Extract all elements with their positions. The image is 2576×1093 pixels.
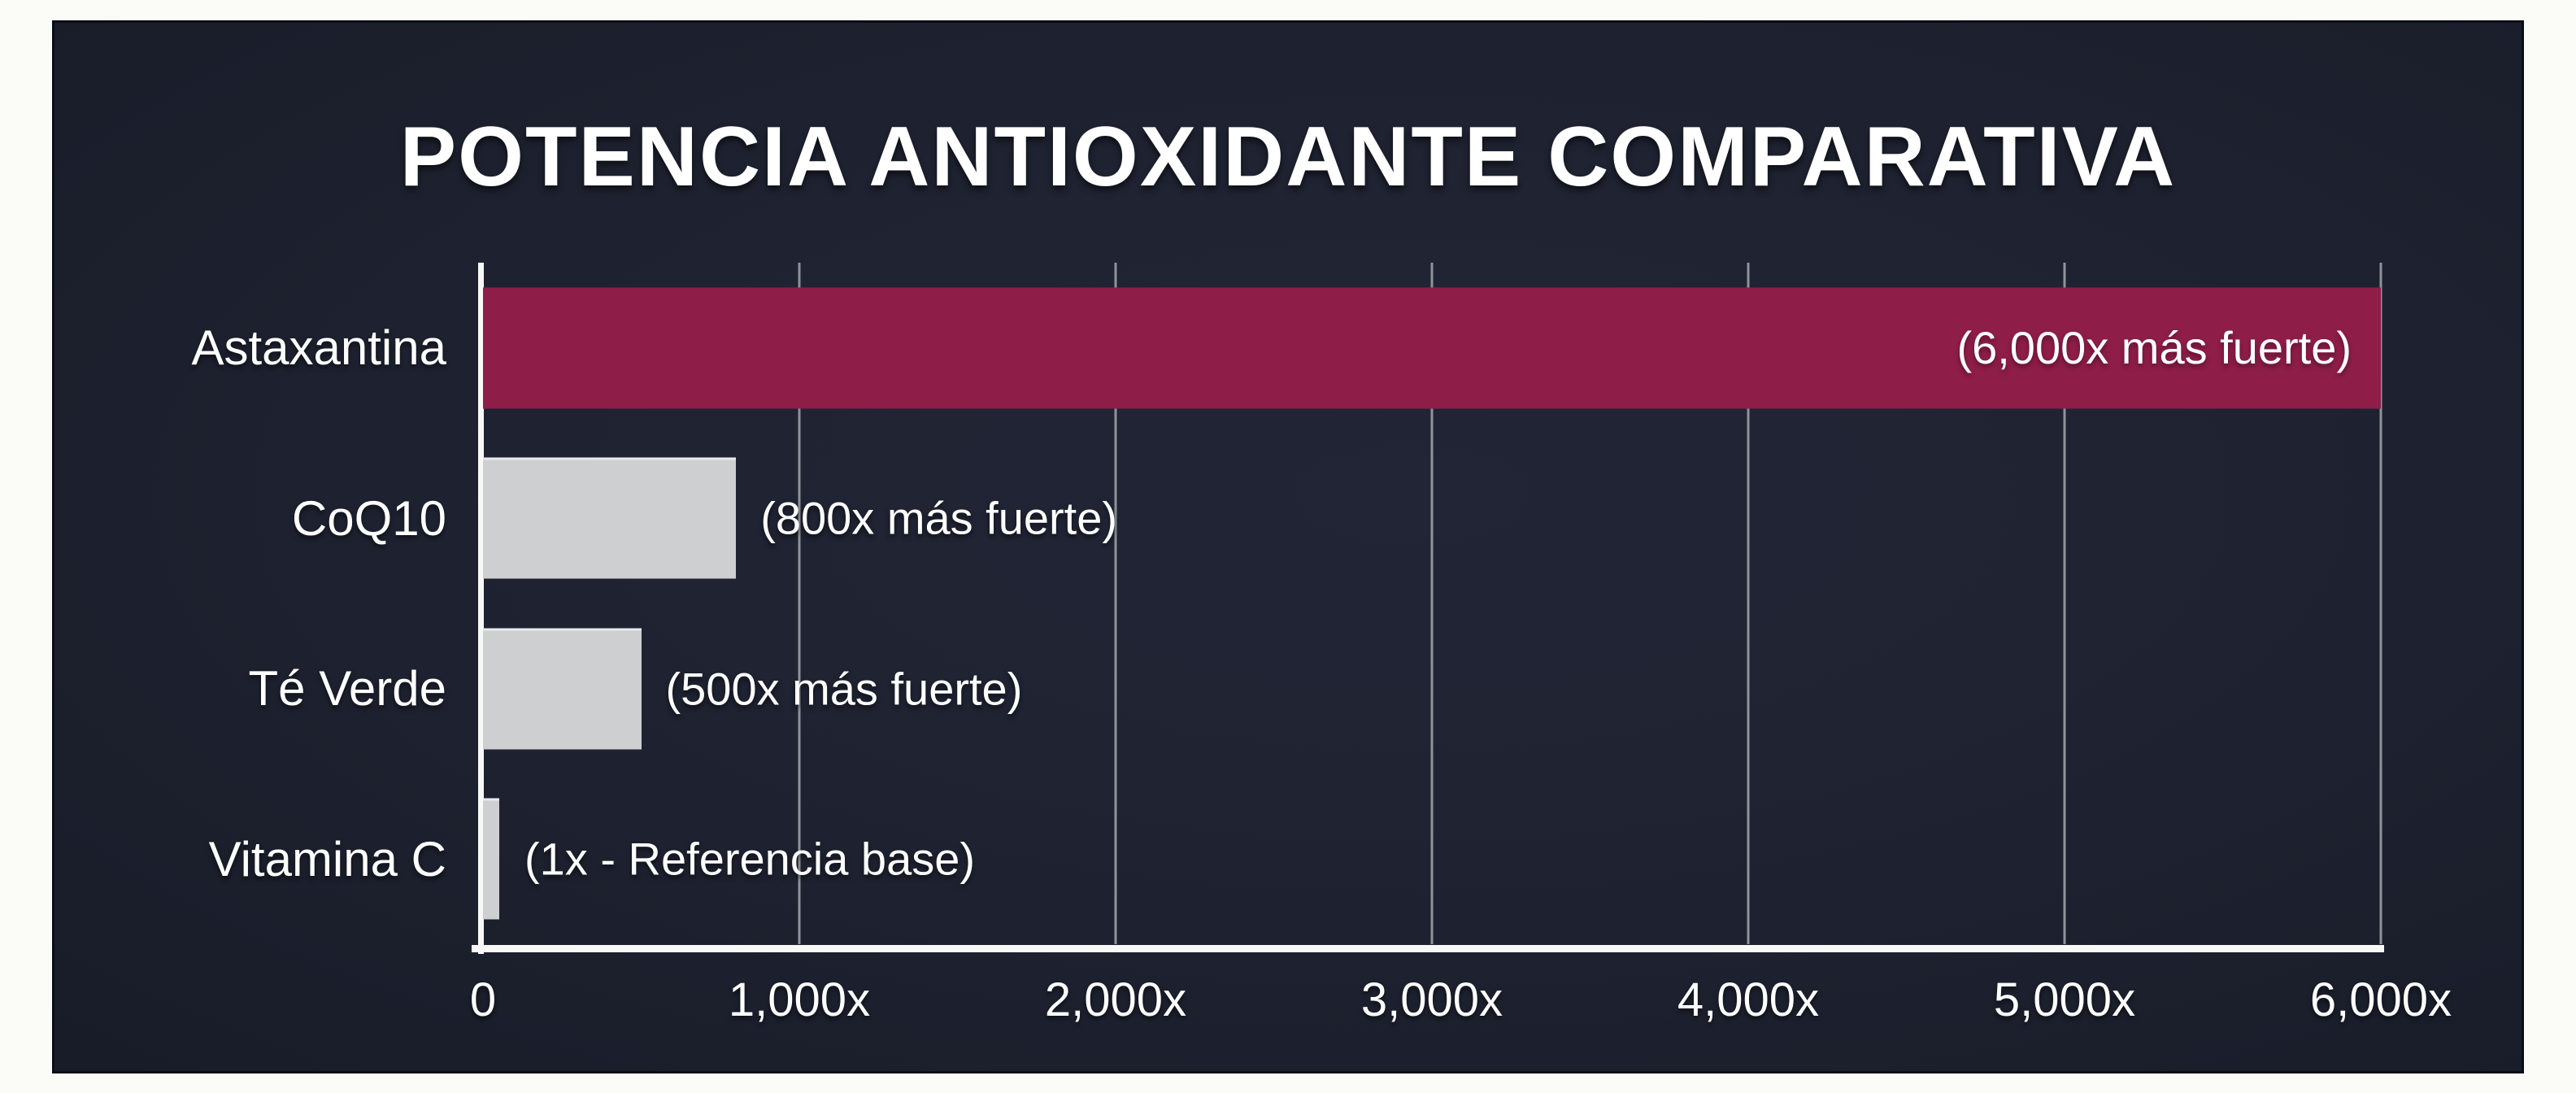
category-label-2: Té Verde [248, 661, 447, 716]
category-label-0: Astaxantina [191, 320, 446, 376]
gridline-3000 [1430, 263, 1434, 944]
y-axis-line [478, 263, 484, 954]
bar-row-3: (1x - Referencia base) [483, 774, 2381, 945]
bar-value-label-0: (6,000x más fuerte) [1956, 322, 2352, 374]
x-tick-label-1000: 1,000x [728, 973, 871, 1026]
gridline-1000 [798, 263, 801, 944]
category-label-1: CoQ10 [291, 490, 446, 546]
gridline-2000 [1114, 263, 1117, 944]
x-tick-label-4000: 4,000x [1677, 973, 1820, 1026]
x-axis-line [472, 945, 2384, 952]
x-tick-label-2000: 2,000x [1044, 973, 1187, 1026]
bar-2 [483, 628, 642, 750]
bar-0: (6,000x más fuerte) [483, 287, 2381, 409]
bar-value-label-2: (500x más fuerte) [665, 663, 1023, 715]
bar-value-label-3: (1x - Referencia base) [524, 833, 976, 885]
gridline-5000 [2063, 263, 2066, 944]
gridline-6000 [2379, 263, 2382, 944]
category-axis: Astaxantina CoQ10 Té Verde Vitamina C [54, 263, 483, 944]
category-label-3: Vitamina C [208, 831, 446, 886]
bar-row-0: (6,000x más fuerte) [483, 263, 2381, 433]
chart-title: POTENCIA ANTIOXIDANTE COMPARATIVA [399, 110, 2177, 204]
chart-panel: POTENCIA ANTIOXIDANTE COMPARATIVA Astaxa… [52, 20, 2524, 1073]
x-tick-label-5000: 5,000x [1993, 973, 2136, 1026]
plot-area: (6,000x más fuerte) (800x más fuerte) (500… [472, 263, 2384, 954]
x-tick-label-0: 0 [469, 973, 497, 1026]
x-tick-label-3000: 3,000x [1360, 973, 1503, 1026]
bar-row-1: (800x más fuerte) [483, 433, 2381, 604]
bar-value-label-1: (800x más fuerte) [760, 492, 1118, 544]
value-axis: 0 1,000x 2,000x 3,000x 4,000x 5,000x 6,000x [470, 973, 2452, 1034]
bar-3 [483, 798, 499, 920]
x-tick-label-6000: 6,000x [2309, 973, 2452, 1026]
bar-row-2: (500x más fuerte) [483, 603, 2381, 774]
gridline-4000 [1747, 263, 1750, 944]
bar-1 [483, 457, 737, 579]
